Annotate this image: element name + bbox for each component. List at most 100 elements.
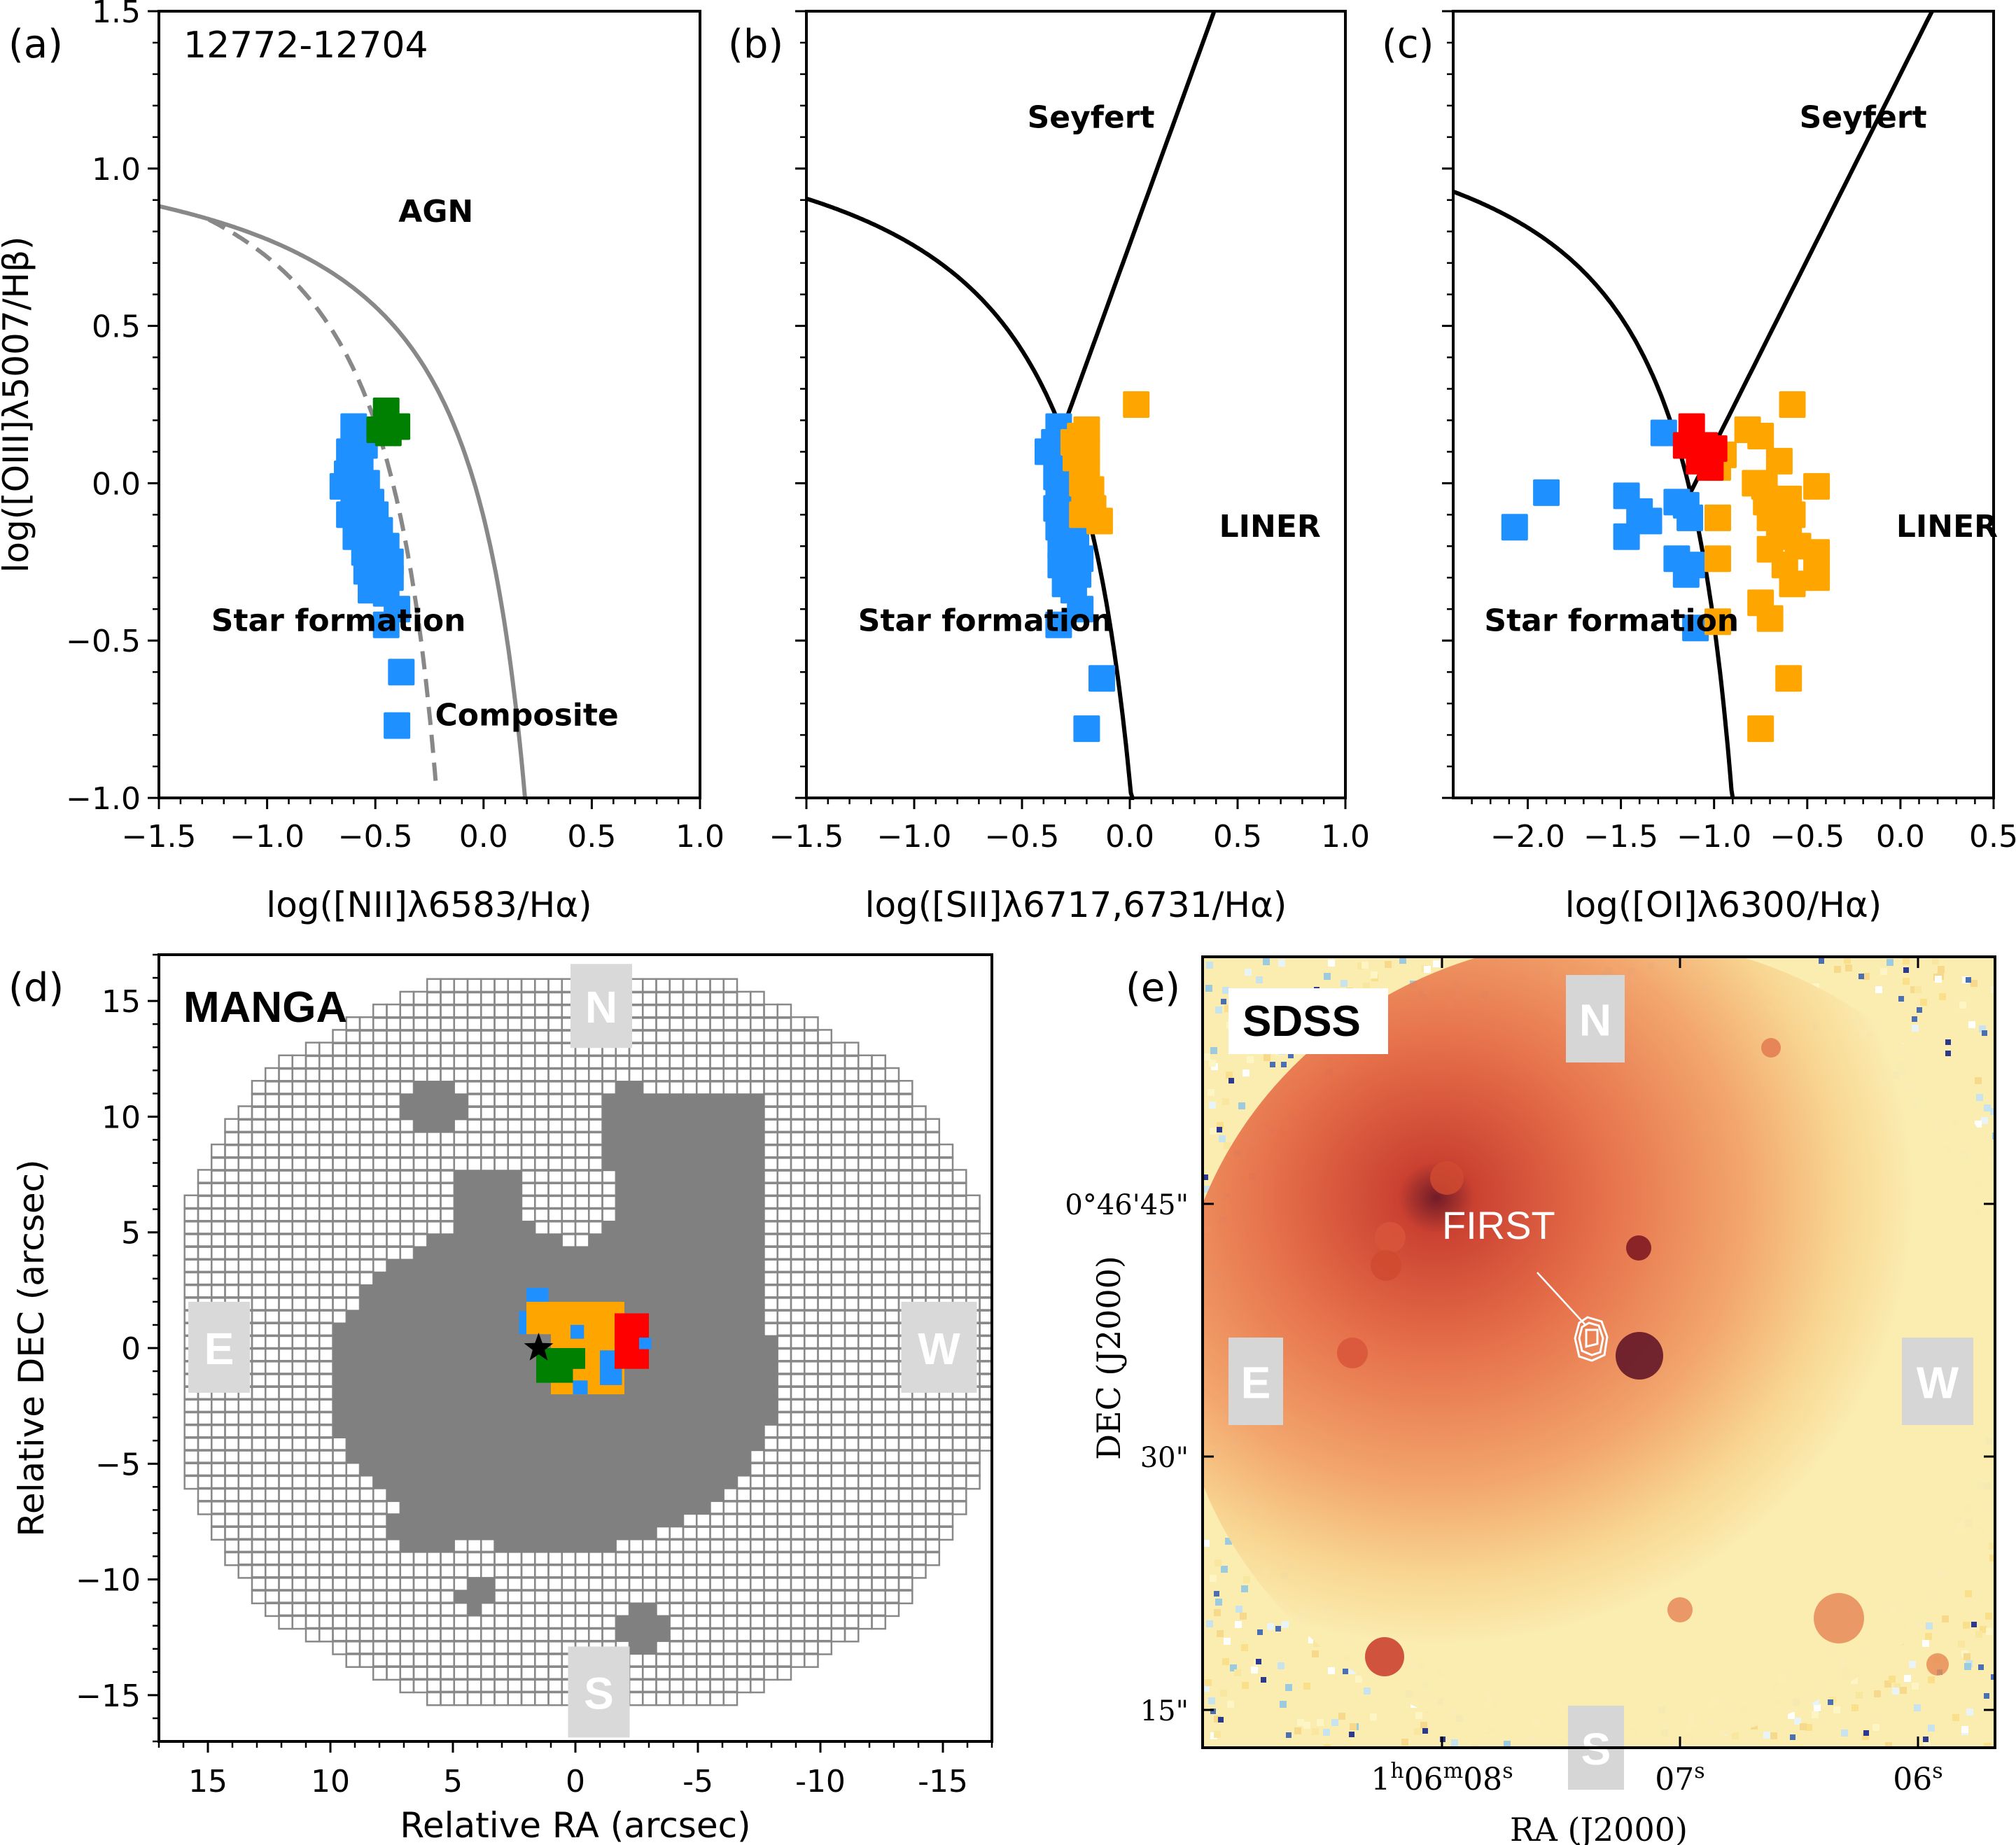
empty-spaxel: [278, 1347, 294, 1363]
detected-spaxel: [656, 1398, 671, 1413]
empty-spaxel: [817, 1461, 833, 1478]
empty-spaxel: [278, 1296, 294, 1312]
detected-spaxel: [710, 1208, 724, 1222]
detected-spaxel: [548, 1488, 563, 1502]
detected-spaxel: [615, 1182, 630, 1197]
empty-spaxel: [507, 1156, 523, 1172]
empty-spaxel: [871, 1156, 887, 1172]
detected-spaxel: [723, 1170, 738, 1184]
empty-spaxel: [332, 1499, 348, 1515]
detected-spaxel: [400, 1398, 414, 1413]
empty-spaxel: [763, 1423, 779, 1439]
empty-spaxel: [857, 1105, 873, 1121]
empty-spaxel: [938, 1423, 954, 1439]
empty-spaxel: [790, 1296, 806, 1312]
empty-spaxel: [412, 1156, 428, 1172]
empty-spaxel: [345, 1563, 361, 1579]
empty-spaxel: [412, 1614, 428, 1630]
detected-spaxel: [440, 1271, 455, 1286]
noise-pixel: [1264, 1054, 1270, 1061]
empty-spaxel: [479, 1118, 496, 1134]
empty-spaxel: [304, 1143, 321, 1159]
empty-spaxel: [493, 1589, 510, 1605]
noise-pixel: [1433, 960, 1440, 967]
empty-spaxel: [641, 1003, 657, 1019]
empty-spaxel: [587, 1143, 603, 1159]
detected-spaxel: [414, 1424, 428, 1438]
empty-spaxel: [412, 1016, 428, 1032]
empty-spaxel: [372, 1614, 388, 1630]
detected-spaxel: [427, 1450, 442, 1464]
empty-spaxel: [857, 1283, 873, 1299]
empty-spaxel: [332, 1194, 348, 1210]
detected-spaxel: [710, 1310, 724, 1324]
detected-spaxel: [656, 1322, 671, 1337]
empty-spaxel: [763, 1513, 779, 1528]
empty-spaxel: [426, 1143, 442, 1159]
detected-spaxel: [589, 1437, 603, 1452]
empty-spaxel: [925, 1118, 941, 1134]
detected-spaxel: [494, 1322, 509, 1337]
x-tick-label: -15: [918, 1764, 968, 1800]
empty-spaxel: [304, 1359, 321, 1375]
empty-spaxel: [372, 1067, 388, 1083]
empty-spaxel: [803, 1538, 819, 1554]
compass-east-label: E: [1241, 1358, 1271, 1408]
noise-pixel: [1732, 1732, 1739, 1739]
empty-spaxel: [844, 1093, 860, 1108]
noise-pixel: [1984, 1104, 1991, 1111]
empty-spaxel: [763, 1627, 779, 1643]
empty-spaxel: [547, 1105, 564, 1121]
empty-spaxel: [278, 1359, 294, 1375]
detected-spaxel: [414, 1297, 428, 1312]
detected-spaxel: [589, 1246, 603, 1261]
empty-spaxel: [372, 1143, 388, 1159]
empty-spaxel: [830, 1233, 846, 1248]
empty-spaxel: [790, 1194, 806, 1210]
empty-spaxel: [332, 1627, 348, 1643]
panel-c-xlabel: log([OI]λ6300/Hα): [1565, 885, 1882, 925]
empty-spaxel: [372, 1665, 388, 1681]
empty-spaxel: [628, 1665, 644, 1681]
empty-spaxel: [871, 1347, 887, 1363]
detected-spaxel: [656, 1437, 671, 1452]
detected-spaxel: [522, 1462, 536, 1477]
empty-spaxel: [587, 1589, 603, 1605]
detected-spaxel: [360, 1386, 374, 1401]
empty-spaxel: [358, 1181, 374, 1198]
noise-pixel: [1328, 1667, 1335, 1674]
y-tick-label: 5: [121, 1216, 141, 1251]
empty-spaxel: [304, 1296, 321, 1312]
empty-spaxel: [695, 1627, 711, 1643]
detected-spaxel: [723, 1361, 738, 1375]
empty-spaxel: [776, 1041, 792, 1058]
empty-spaxel: [237, 1563, 253, 1579]
empty-spaxel: [587, 1614, 603, 1630]
empty-spaxel: [695, 1513, 711, 1528]
empty-spaxel: [210, 1283, 226, 1299]
detected-spaxel: [656, 1233, 671, 1248]
empty-spaxel: [884, 1449, 900, 1465]
empty-spaxel: [776, 1093, 792, 1108]
empty-spaxel: [925, 1169, 941, 1184]
empty-spaxel: [332, 1258, 348, 1274]
empty-spaxel: [668, 1054, 685, 1070]
empty-spaxel: [224, 1525, 240, 1541]
noise-pixel: [1278, 1662, 1284, 1669]
noise-pixel: [1770, 1732, 1777, 1739]
detected-spaxel: [386, 1386, 401, 1401]
noise-pixel-dark: [1257, 1629, 1263, 1635]
empty-spaxel: [372, 1653, 388, 1668]
empty-spaxel: [399, 1678, 415, 1694]
empty-spaxel: [709, 1576, 725, 1592]
detected-spaxel: [373, 1386, 388, 1401]
detected-spaxel: [575, 1462, 589, 1477]
empty-spaxel: [251, 1079, 267, 1095]
empty-spaxel: [237, 1525, 253, 1541]
empty-spaxel: [682, 1601, 698, 1618]
empty-spaxel: [844, 1258, 860, 1274]
empty-spaxel: [318, 1589, 334, 1605]
detected-spaxel: [481, 1221, 496, 1235]
empty-spaxel: [803, 1118, 819, 1134]
